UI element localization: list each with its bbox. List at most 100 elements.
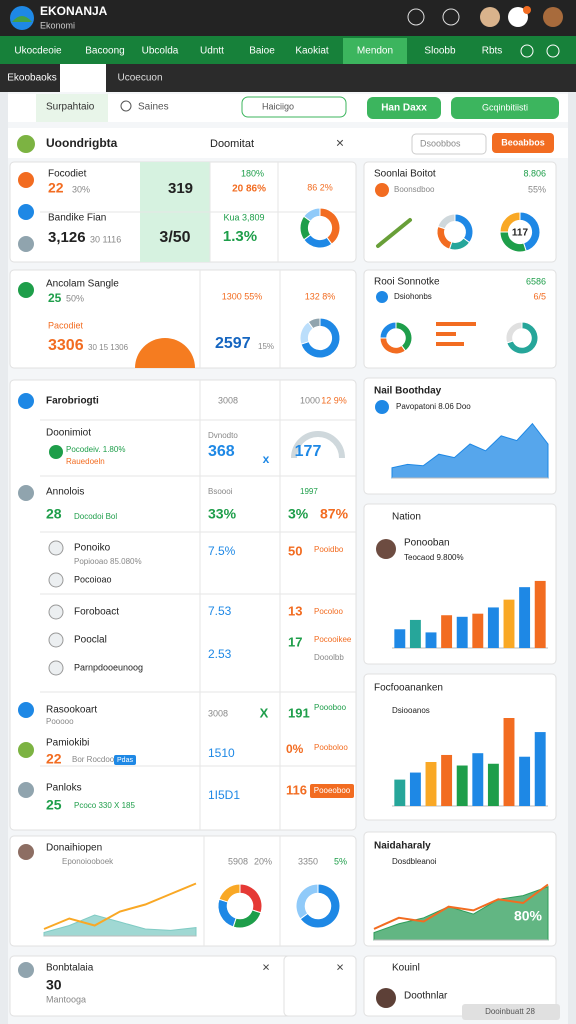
close[interactable]: × xyxy=(336,135,344,151)
nav-icon xyxy=(520,44,534,58)
cards-value: 6586 xyxy=(526,276,546,286)
cards-value: 8.806 xyxy=(523,168,546,178)
donut-segment xyxy=(437,213,456,230)
table-note: Popiooao 85.080% xyxy=(74,557,142,566)
block-a-rate-b: 20 86% xyxy=(232,184,266,195)
bar xyxy=(409,772,421,806)
table-gauge: 177 xyxy=(295,443,322,460)
donut-segment xyxy=(499,211,521,233)
panel-action: Dsoobbos xyxy=(420,138,461,148)
row-icon xyxy=(48,572,64,588)
nav-item[interactable]: Baioe xyxy=(249,46,275,57)
header-icon xyxy=(442,8,460,26)
secondary-button[interactable] xyxy=(451,97,559,119)
row-icon xyxy=(48,604,64,620)
table-sub: Pocoioao xyxy=(74,574,112,584)
table-label: Ponoiko xyxy=(74,543,111,554)
badge xyxy=(523,6,531,14)
nav-item[interactable]: Udntt xyxy=(200,46,224,57)
icon xyxy=(375,400,389,414)
block-d-d: 5% xyxy=(334,856,347,866)
cards-label: 80% xyxy=(514,908,543,924)
tab[interactable]: Ucoecuon xyxy=(117,73,162,84)
pen xyxy=(376,218,412,248)
table-a: 7.53 xyxy=(208,604,232,618)
table-value: 25 xyxy=(46,797,62,813)
header-icon xyxy=(407,8,425,26)
bar xyxy=(487,763,499,806)
table-sub: Pooooo xyxy=(46,717,74,726)
nav-item[interactable]: Mendon xyxy=(357,46,393,57)
button[interactable] xyxy=(310,784,354,798)
donut-segment xyxy=(307,317,321,330)
block-d-a: 5908 xyxy=(228,856,248,866)
field[interactable] xyxy=(241,96,347,118)
block-a-highlight-b: 3/50 xyxy=(159,229,190,246)
table-mark: x xyxy=(263,452,270,466)
table-note: Pcoco 330 X 185 xyxy=(74,801,135,810)
panel-button[interactable]: Beoabbos xyxy=(501,137,545,147)
table-a: 7.5% xyxy=(208,544,236,558)
close[interactable]: × xyxy=(336,959,344,974)
gauge xyxy=(291,431,345,459)
orange-blob xyxy=(135,338,195,368)
table-label: Panloks xyxy=(46,783,82,794)
avatar xyxy=(17,135,35,153)
bar xyxy=(441,615,453,648)
nav-item[interactable]: Kaokiat xyxy=(295,46,329,57)
block-d-c: 3350 xyxy=(298,856,318,866)
nav-item[interactable]: Ukocdeoie xyxy=(14,46,62,57)
tab[interactable]: Ekoobaoks xyxy=(7,73,56,84)
block-e-value: 30 xyxy=(46,977,62,993)
table-value: 368 xyxy=(208,443,235,460)
table-c: Poooboo xyxy=(314,703,347,712)
cards-person: Ponooban xyxy=(404,538,450,549)
table-head: Dvnodto xyxy=(208,431,238,440)
table-label-c: Parnpdooeunoog xyxy=(74,662,143,672)
primary-button[interactable] xyxy=(367,97,441,119)
cards-title: Kouinl xyxy=(392,963,420,974)
block-d-b: 20% xyxy=(254,856,272,866)
side-icon xyxy=(18,172,34,188)
table-f: 2.53 xyxy=(208,647,232,661)
side-icon xyxy=(18,282,34,298)
cards-title: Soonlai Boitot xyxy=(374,169,436,180)
header-title: EKONANJA xyxy=(40,4,108,18)
avatar xyxy=(508,7,528,27)
toolbar-tab: Surpahtaio xyxy=(46,102,95,113)
line xyxy=(373,883,549,930)
block-a-value: 22 xyxy=(48,180,64,196)
table-b: 50 xyxy=(288,543,302,558)
block-b-big: 3306 xyxy=(48,337,84,354)
block-a-rate-c: Kua 3,809 xyxy=(223,212,264,222)
icon xyxy=(376,291,388,303)
table-a: 1I5D1 xyxy=(208,788,240,802)
nav-active xyxy=(343,38,407,64)
table-b: 116 xyxy=(286,782,307,797)
table-f: Pooboloo xyxy=(314,743,348,752)
nav-item[interactable]: Bacoong xyxy=(85,46,124,57)
cards-note: Teocaod 9.800% xyxy=(404,553,464,562)
block-e-label: Bonbtalaia xyxy=(46,963,94,974)
cards-sub: Dsiooanos xyxy=(392,706,430,715)
donut-segment xyxy=(379,321,397,339)
tab-active xyxy=(60,64,106,92)
select[interactable] xyxy=(411,133,487,155)
toolbar-field: Haiciigo xyxy=(262,101,294,111)
cards-title: Naidaharaly xyxy=(374,841,431,852)
table-b: 13 xyxy=(288,603,302,618)
button[interactable] xyxy=(492,133,554,153)
nav-item[interactable]: Rbts xyxy=(482,46,503,57)
close[interactable]: × xyxy=(262,959,270,974)
card xyxy=(363,955,557,1017)
block-b-value: 25 xyxy=(48,291,62,305)
table-button[interactable]: Pooeoboo xyxy=(314,786,351,795)
table-label: Annolois xyxy=(46,487,84,498)
table-c: Pooidbo xyxy=(314,545,344,554)
bar-deco xyxy=(436,342,464,346)
donut-segment xyxy=(505,321,523,344)
header-subtitle: Ekonomi xyxy=(40,20,75,30)
nav-item[interactable]: Ubcolda xyxy=(142,46,179,57)
bar xyxy=(456,616,468,648)
nav-item[interactable]: Sloobb xyxy=(424,46,456,57)
